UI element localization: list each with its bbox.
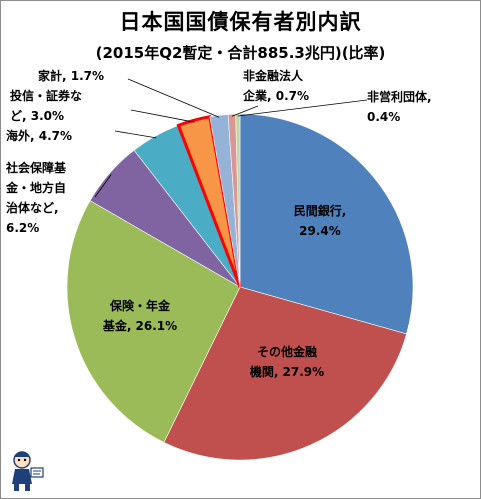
leader-line (130, 109, 195, 123)
leader-line (127, 78, 220, 118)
slice-label: 非金融法人企業, 0.7% (242, 68, 309, 103)
leader-lines (94, 78, 368, 198)
slice-label: 民間銀行, 29.4% (294, 203, 347, 238)
slice-label: 投信・証券など, 3.0% (10, 88, 82, 123)
slice-label: 非営利団体, 0.4% (367, 89, 432, 124)
slice-label: 家計, 1.7% (38, 68, 104, 83)
slice-label: 保険・年金基金, 26.1% (102, 298, 177, 333)
leader-line (114, 130, 157, 139)
leader-line (94, 174, 112, 198)
pie-slice (66, 200, 241, 443)
slice-label: 社会保障基金・地方自治体など, 6.2% (5, 160, 67, 235)
slice-label: 海外, 4.7% (6, 128, 72, 143)
chart-subtitle: (2015年Q2暫定・合計885.3兆円)(比率) (95, 44, 386, 62)
slice-labels: 民間銀行, 29.4% その他金融機関, 27.9% 保険・年金基金, 26.1% 社会… (5, 68, 432, 379)
leader-line (231, 105, 259, 117)
leader-line (237, 99, 368, 117)
pie-slice (163, 286, 407, 461)
pie-slices (66, 113, 414, 461)
chart-title: 日本国国債保有者別内訳 (119, 10, 362, 34)
mascot-logo (12, 451, 44, 491)
pie-slice (239, 113, 414, 335)
slice-label: その他金融機関, 27.9% (250, 344, 324, 379)
